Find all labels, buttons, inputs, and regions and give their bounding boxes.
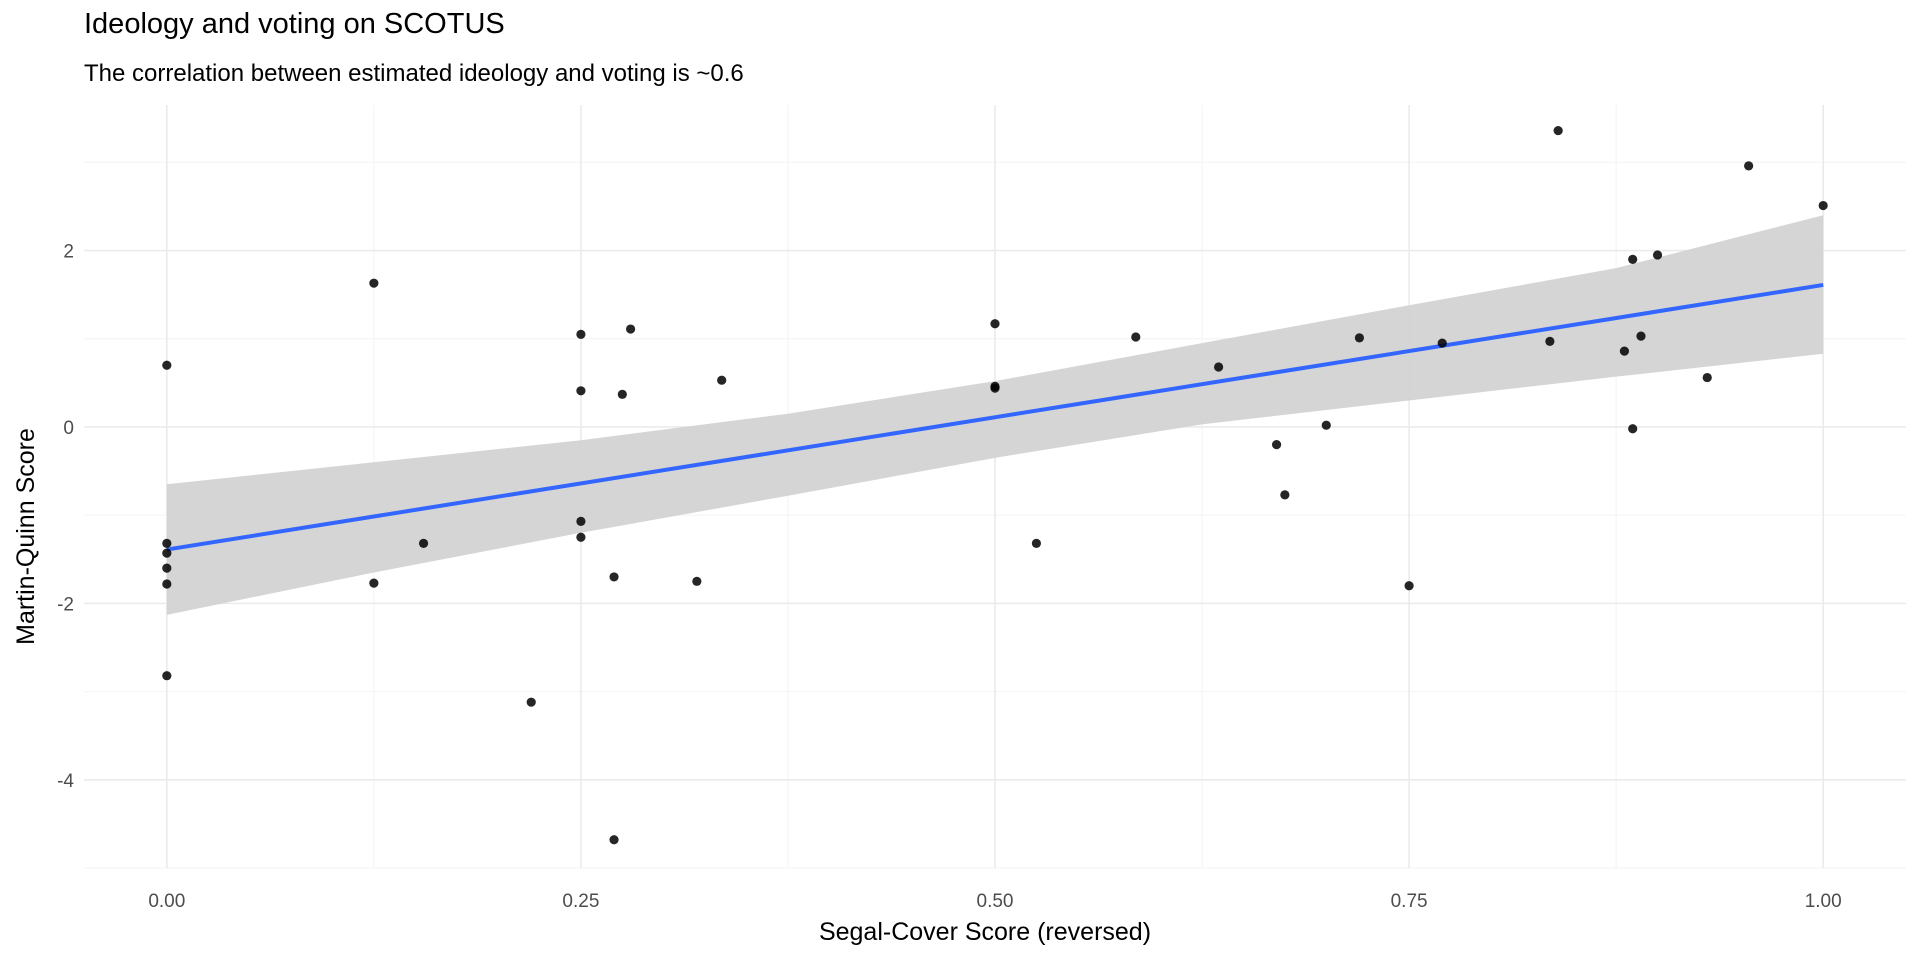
data-point [1652,250,1663,260]
data-point [162,579,172,589]
data-point [418,538,429,548]
x-axis-title: Segal-Cover Score (reversed) [819,918,1151,946]
data-point [1628,254,1638,264]
y-tick-label: 2 [63,242,74,263]
y-tick-label: -4 [57,771,74,792]
chart-title: Ideology and voting on SCOTUS [84,8,505,40]
data-point [576,386,586,396]
data-point [1545,336,1555,346]
y-tick-label: -2 [57,594,74,615]
regression-line [166,282,1824,552]
data-point [162,671,172,681]
data-point [162,360,172,370]
data-point [609,572,619,582]
data-point [1628,424,1638,434]
data-point [369,578,379,588]
data-point [990,319,1000,329]
data-point [162,563,172,573]
confidence-band [166,215,1824,615]
data-point [369,278,379,288]
data-point [1553,125,1563,136]
data-point [1214,362,1224,372]
data-point [1280,490,1290,500]
y-axis-ticks: -4 -2 0 2 [57,242,74,792]
data-point [1818,200,1828,211]
data-point [990,383,1000,393]
y-tick-label: 0 [63,418,74,439]
data-point [1354,333,1364,343]
data-point [576,532,586,542]
data-point [1031,538,1042,548]
x-tick-label: 0.00 [148,891,185,912]
data-point [162,548,172,558]
data-point [692,576,702,586]
x-tick-label: 0.75 [1391,891,1428,912]
data-point [576,329,586,339]
data-point [576,516,586,526]
data-points [162,125,1828,845]
data-point [1131,332,1141,342]
data-point [162,538,172,548]
data-point [1437,338,1447,348]
x-tick-label: 1.00 [1805,891,1842,912]
data-point [1321,420,1331,430]
y-axis-title: Martin-Quinn Score [12,428,40,645]
data-point [617,389,627,399]
chart-subtitle: The correlation between estimated ideolo… [84,60,744,87]
data-point [1636,331,1646,341]
x-tick-label: 0.50 [977,891,1014,912]
data-point [526,697,536,707]
x-tick-label: 0.25 [562,891,599,912]
data-point [1744,161,1754,171]
data-point [1271,440,1282,450]
data-point [717,375,727,385]
data-point [1702,372,1712,383]
data-point [626,324,636,334]
data-point [609,835,619,845]
x-axis-ticks: 0.00 0.25 0.50 0.75 1.00 [148,891,1841,912]
data-point [1619,346,1630,356]
data-point [1404,581,1414,591]
